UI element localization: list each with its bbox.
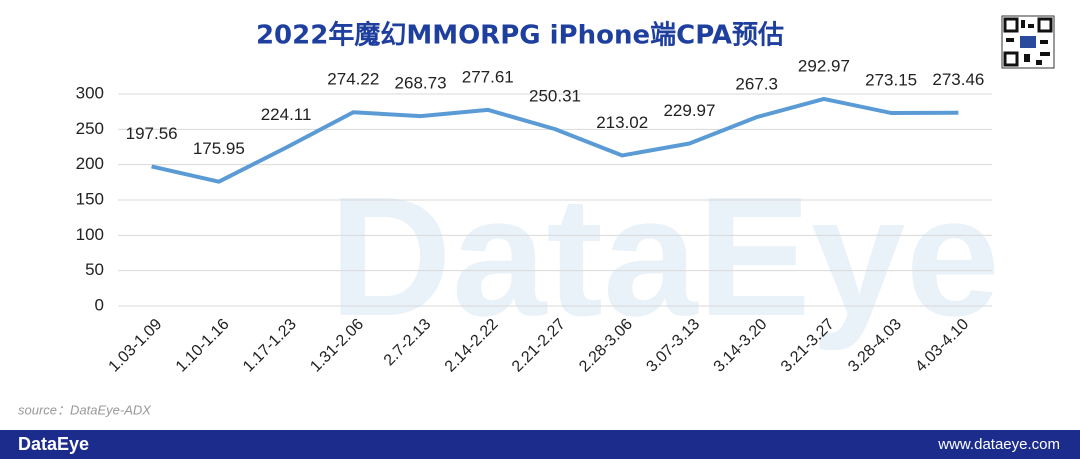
data-label: 268.73: [395, 74, 447, 93]
data-label: 250.31: [529, 87, 581, 106]
footer-bar: [0, 430, 1080, 459]
line: [151, 96, 959, 184]
data-label: 273.46: [932, 70, 984, 89]
data-label: 292.97: [798, 56, 850, 75]
footer-brand: DataEye: [18, 434, 89, 454]
y-tick-label: 250: [76, 119, 104, 138]
y-tick-label: 0: [95, 295, 104, 314]
y-tick-label: 300: [76, 83, 104, 102]
qr-code: [1001, 15, 1055, 69]
y-tick-label: 100: [76, 225, 104, 244]
y-tick-label: 50: [85, 260, 104, 279]
chart-title: 2022年魔幻MMORPG iPhone端CPA预估: [256, 20, 784, 51]
data-label: 213.02: [596, 113, 648, 132]
x-tick-label: 1.17-1.23: [240, 316, 300, 376]
y-tick-label: 150: [76, 189, 104, 208]
data-label: 175.95: [193, 139, 245, 158]
source-note: source：DataEye-ADX: [18, 402, 152, 417]
data-label: 267.3: [735, 75, 778, 94]
x-tick-label: 1.03-1.09: [106, 316, 166, 376]
y-tick-label: 200: [76, 154, 104, 173]
data-label: 229.97: [663, 101, 715, 120]
data-label: 197.56: [126, 124, 178, 143]
watermark: DataEye: [329, 162, 1000, 352]
data-label: 277.61: [462, 67, 514, 86]
data-label: 273.15: [865, 70, 917, 89]
data-label: 224.11: [261, 105, 312, 124]
footer-url: www.dataeye.com: [937, 436, 1060, 453]
x-tick-label: 1.10-1.16: [173, 316, 233, 376]
data-label: 274.22: [327, 70, 379, 89]
